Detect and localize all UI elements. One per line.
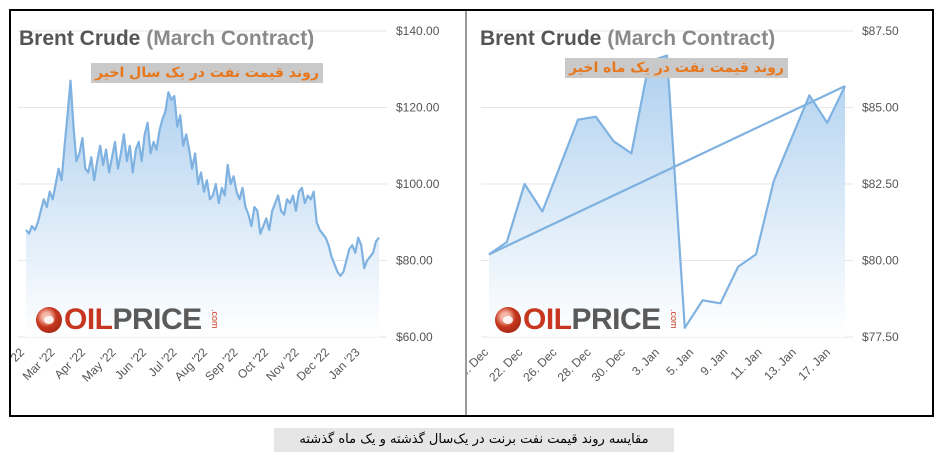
x-tick-label: 17. Jan [795,345,833,383]
x-tick-label: Nov '22 [263,345,302,384]
x-tick-label: 13. Jan [761,345,799,383]
series-area [489,55,845,337]
title-sub: (March Contract) [146,27,315,50]
annotation-banner: روند قیمت نفت در یک ماه اخیر [565,58,788,78]
x-tick-label: Mar '22 [20,345,58,383]
chart-title: Brent Crude (March Contract) [480,27,775,51]
y-tick-label: $120.00 [396,101,440,115]
x-tick-label: Jan '23 [326,345,363,382]
x-tick-label: Sep '22 [202,345,241,384]
x-tick-label: 26. Dec [520,345,559,384]
x-tick-label: 3. Jan [629,345,662,378]
x-tick-label: Jun '22 [112,345,149,382]
panel-divider [465,11,467,415]
series-area [26,80,379,337]
chart-title: Brent Crude (March Contract) [19,27,314,51]
title-main: Brent Crude [480,27,602,50]
x-tick-label: Aug '22 [172,345,211,384]
figure-caption: مقایسه روند قیمت نفت برنت در یک‌سال گذشت… [274,428,674,452]
x-tick-label: 30. Dec [589,345,628,384]
x-tick-label: Dec '22 [294,345,333,384]
y-tick-label: $85.00 [862,101,899,115]
title-sub: (March Contract) [607,27,776,50]
series-line [488,54,846,329]
x-tick-label: May '22 [79,345,119,385]
y-tick-label: $87.50 [862,24,899,38]
title-main: Brent Crude [19,27,141,50]
x-tick-label: 11. Jan [728,345,765,382]
x-tick-label: 28. Dec [555,345,594,384]
x-tick-label: 9. Jan [697,345,730,378]
x-tick-label: 20. Dec [467,345,491,384]
y-tick-label: $60.00 [396,330,433,344]
oil-drop-icon [36,307,62,333]
series-line [25,79,380,277]
y-tick-label: $77.50 [862,330,899,344]
x-tick-label: 5. Jan [663,345,696,378]
y-tick-label: $80.00 [396,254,433,268]
chart-month-svg: $87.50 $85.00 $82.50 $80.00 $77.50 20. Dec22.… [467,24,899,384]
y-tick-label: $140.00 [396,24,440,38]
annotation-banner: روند قیمت نفت در یک سال اخیر [91,63,323,83]
oil-drop-icon [495,307,521,333]
y-tick-label: $80.00 [862,254,899,268]
trend-line [488,85,846,256]
chart-panel-year: $140.00 $120.00 $100.00 $80.00 $60.00 Feb '22… [11,11,465,415]
chart-panel-month: $87.50 $85.00 $82.50 $80.00 $77.50 20. Dec 22.… [467,11,932,415]
x-tick-label: 22. Dec [486,345,525,384]
y-tick-label: $100.00 [396,177,440,191]
y-tick-label: $82.50 [862,177,899,191]
